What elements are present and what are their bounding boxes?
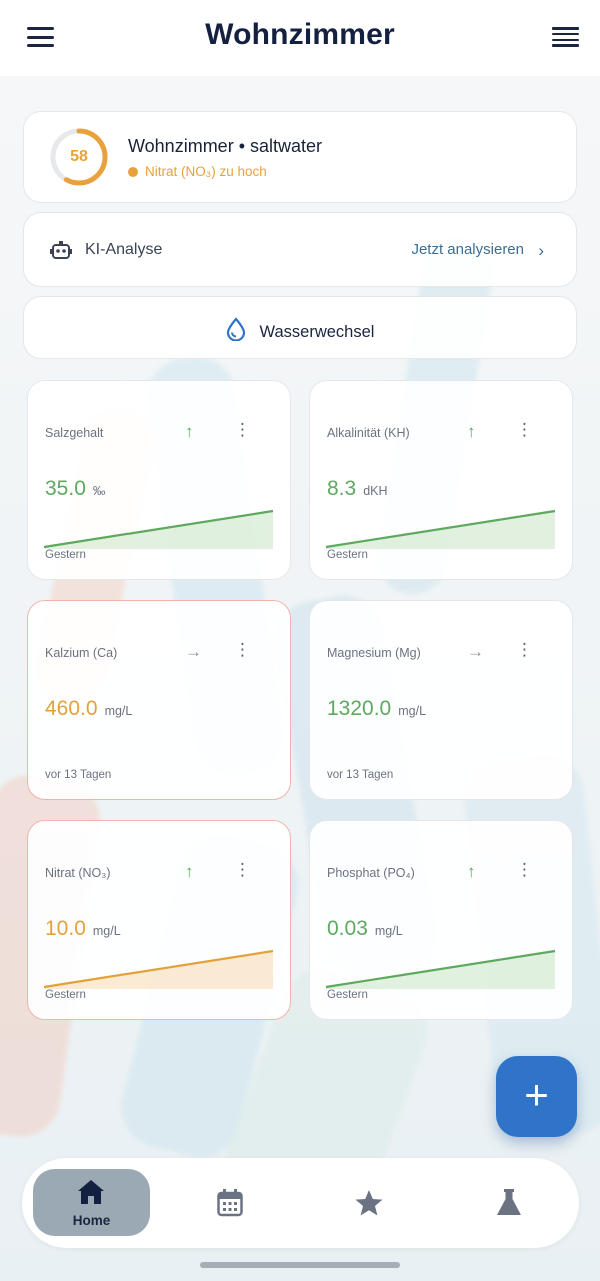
parameter-card[interactable]: Phosphat (PO₄) ↑ ⋮ 0.03 mg/L Gestern [309,820,573,1020]
health-score: 58 [70,148,88,165]
health-score-ring [50,128,108,186]
parameter-card[interactable]: Salzgehalt ↑ ⋮ 35.0 ‰ Gestern [27,380,291,580]
ai-analysis-card[interactable]: KI-Analyse Jetzt analysieren › [23,212,577,287]
hamburger-menu-icon[interactable] [27,27,54,47]
bottom-navigation: Home [22,1158,579,1248]
more-options-icon[interactable]: ⋮ [516,420,533,439]
more-options-icon[interactable]: ⋮ [234,420,251,439]
add-button[interactable]: + [496,1056,577,1137]
water-drop-icon [226,317,245,341]
page-title: Wohnzimmer [205,18,395,51]
sparkline-line [43,949,274,989]
parameter-name: Kalzium (Ca) [45,646,118,660]
parameter-value: 35.0 ‰ [45,477,105,501]
parameter-unit: dKH [363,484,388,498]
parameter-value: 460.0 mg/L [45,697,132,721]
chevron-right-icon[interactable]: › [538,241,544,260]
parameter-unit: mg/L [104,704,133,718]
nav-home-label: Home [72,1213,111,1228]
trend-sparkline [43,509,274,549]
measurement-date: Gestern [45,549,86,561]
parameter-card[interactable]: Nitrat (NO₃) ↑ ⋮ 10.0 mg/L Gestern [27,820,291,1020]
trend-arrow-icon: ↑ [185,422,194,441]
trend-sparkline [325,509,556,549]
measurement-date: Gestern [45,989,86,1001]
trend-arrow-icon: → [467,642,484,661]
measurement-date: vor 13 Tagen [45,769,112,781]
sparkline-line [325,949,556,989]
ai-analysis-label: KI-Analyse [85,241,163,258]
trend-sparkline [43,949,274,989]
trend-arrow-icon: ↑ [185,862,194,881]
trend-sparkline [325,949,556,989]
measurement-date: Gestern [327,989,368,1001]
parameter-card[interactable]: Alkalinität (KH) ↑ ⋮ 8.3 dKH Gestern [309,380,573,580]
robot-icon [50,241,72,259]
flask-icon[interactable] [496,1189,522,1217]
parameter-unit: ‰ [92,484,106,498]
parameter-value: 1320.0 mg/L [327,697,426,721]
alert-dot [128,167,138,177]
parameter-card[interactable]: Kalzium (Ca) → ⋮ 460.0 mg/L vor 13 Tagen [27,600,291,800]
measurement-date: vor 13 Tagen [327,769,394,781]
sparkline-line [43,509,274,549]
parameter-value: 0.03 mg/L [327,917,403,941]
alert-status: Nitrat (NO₃) zu hoch [128,164,267,179]
parameter-number: 1320.0 [327,697,392,720]
measurement-date: Gestern [327,549,368,561]
parameter-unit: mg/L [398,704,427,718]
list-view-icon[interactable] [552,27,579,47]
parameter-name: Salzgehalt [45,426,104,440]
parameter-value: 8.3 dKH [327,477,388,501]
calendar-icon[interactable] [217,1189,243,1217]
water-change-button[interactable]: Wasserwechsel [23,296,577,359]
top-bar: Wohnzimmer [0,0,600,76]
more-options-icon[interactable]: ⋮ [516,640,533,659]
parameter-number: 35.0 [45,477,86,500]
parameter-number: 460.0 [45,697,98,720]
alert-text: Nitrat (NO₃) zu hoch [145,164,267,179]
more-options-icon[interactable]: ⋮ [234,860,251,879]
parameter-number: 10.0 [45,917,86,940]
water-change-label: Wasserwechsel [259,323,375,341]
trend-arrow-icon: ↑ [467,422,476,441]
sparkline-line [325,509,556,549]
parameter-name: Phosphat (PO₄) [327,866,415,880]
more-options-icon[interactable]: ⋮ [234,640,251,659]
home-icon [78,1180,104,1204]
star-icon[interactable] [354,1189,384,1217]
parameter-name: Alkalinität (KH) [327,426,410,440]
parameter-number: 8.3 [327,477,357,500]
parameter-name: Magnesium (Mg) [327,646,421,660]
analyze-now-link[interactable]: Jetzt analysieren [411,241,524,258]
parameter-unit: mg/L [92,924,121,938]
parameter-name: Nitrat (NO₃) [45,866,111,880]
nav-home[interactable]: Home [33,1169,150,1236]
home-indicator [200,1262,400,1268]
parameter-number: 0.03 [327,917,368,940]
tank-overview-card[interactable]: 58 Wohnzimmer • saltwater Nitrat (NO₃) z… [23,111,577,203]
tank-name: Wohnzimmer • saltwater [128,136,323,156]
trend-arrow-icon: ↑ [467,862,476,881]
trend-arrow-icon: → [185,642,202,661]
parameter-card[interactable]: Magnesium (Mg) → ⋮ 1320.0 mg/L vor 13 Tagen [309,600,573,800]
more-options-icon[interactable]: ⋮ [516,860,533,879]
parameter-value: 10.0 mg/L [45,917,121,941]
parameter-unit: mg/L [374,924,403,938]
